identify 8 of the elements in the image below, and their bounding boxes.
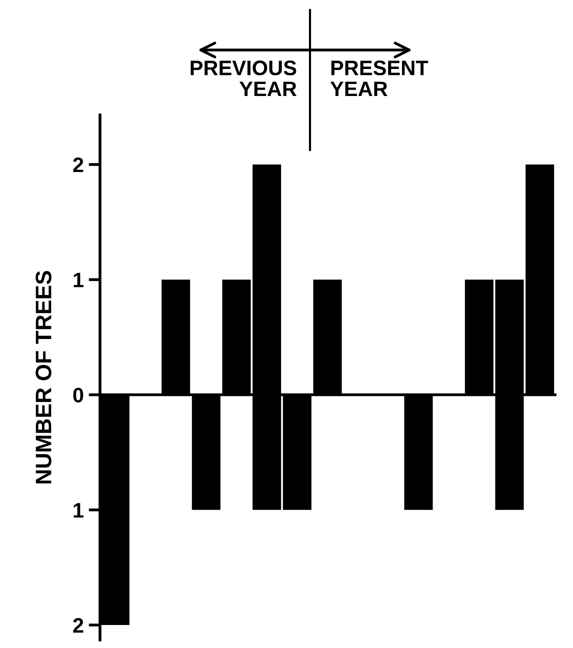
- y-tick-label: 1: [74, 272, 84, 288]
- y-tick-label: 1: [74, 503, 84, 518]
- y-tick-label: 0: [73, 388, 84, 403]
- text: PRESENT YEAR: [330, 60, 428, 96]
- y-axis-title: NUMBER OF TREES: [36, 270, 52, 484]
- y-tick-label: 2: [73, 158, 84, 172]
- y-tick-label: 2: [73, 618, 84, 633]
- text: PREVIOUS YEAR: [190, 60, 297, 96]
